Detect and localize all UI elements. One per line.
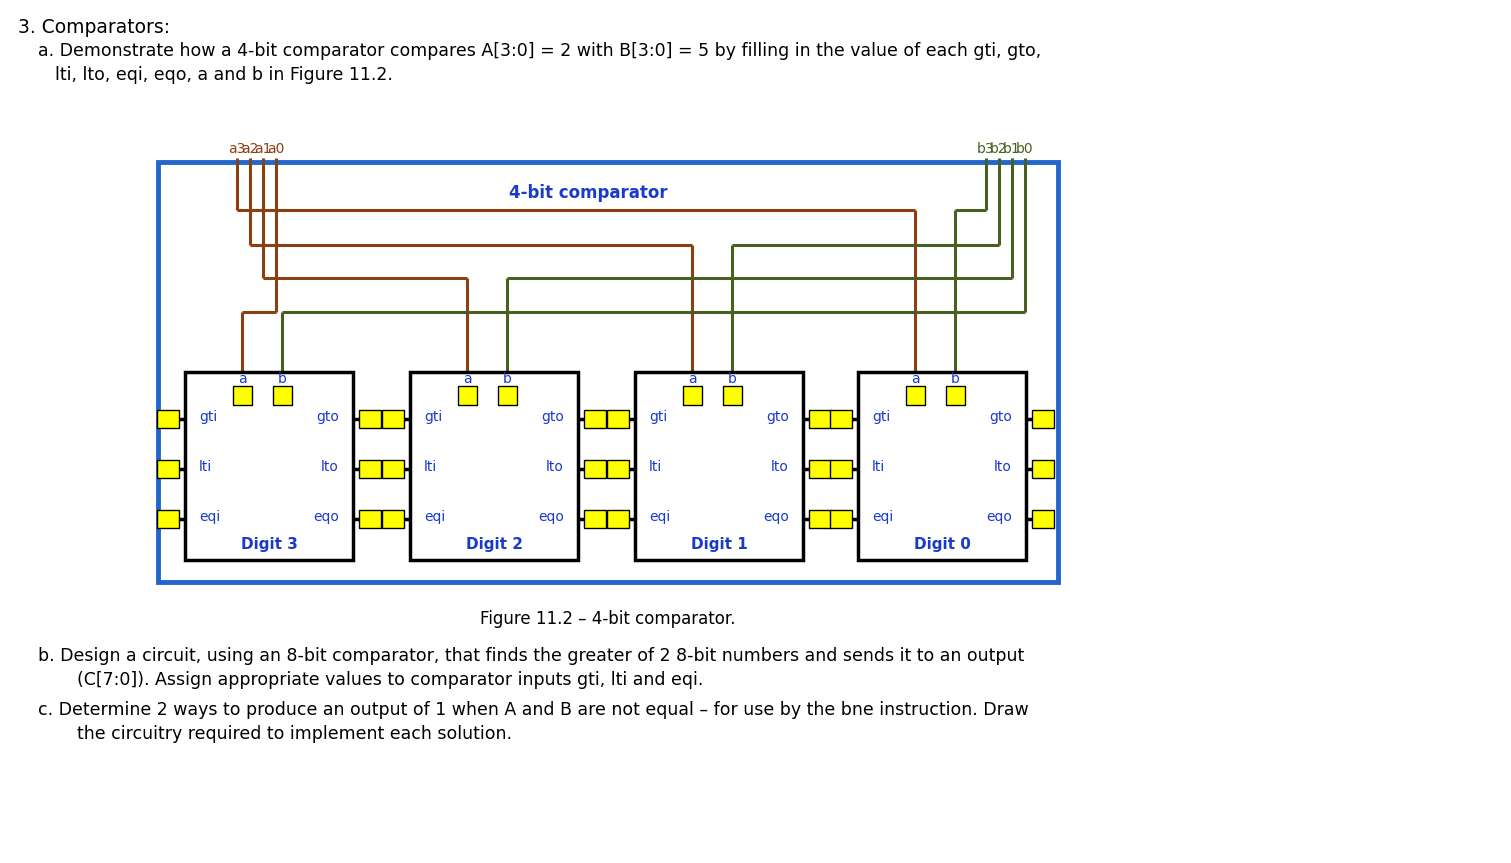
Text: a0: a0 [267,142,284,156]
Text: a2: a2 [242,142,258,156]
Text: b: b [278,372,287,386]
Bar [360,410,381,428]
Bar [157,510,178,528]
Text: Digit 1: Digit 1 [691,537,748,551]
Bar [497,386,517,405]
Text: a1: a1 [254,142,272,156]
Bar [360,510,381,528]
Bar [858,372,1026,560]
Bar [409,372,579,560]
Text: c. Determine 2 ways to produce an output of 1 when A and B are not equal – for u: c. Determine 2 ways to produce an output… [38,701,1029,719]
Bar [830,410,852,428]
Text: lti, lto, eqi, eqo, a and b in Figure 11.2.: lti, lto, eqi, eqo, a and b in Figure 11… [54,66,393,84]
Text: a. Demonstrate how a 4-bit comparator compares A[3:0] = 2 with B[3:0] = 5 by fil: a. Demonstrate how a 4-bit comparator co… [38,42,1041,60]
Bar [635,372,802,560]
Bar [382,510,403,528]
Text: a: a [462,372,471,386]
Text: Figure 11.2 – 4-bit comparator.: Figure 11.2 – 4-bit comparator. [480,610,736,628]
Text: a: a [237,372,246,386]
Bar [808,460,831,478]
Bar [157,410,178,428]
Text: a: a [911,372,919,386]
Text: gto: gto [316,410,338,424]
Bar [382,410,403,428]
Bar [830,460,852,478]
Text: (C[7:0]). Assign appropriate values to comparator inputs gti, lti and eqi.: (C[7:0]). Assign appropriate values to c… [54,671,704,689]
Text: b: b [503,372,511,386]
Text: b0: b0 [1017,142,1034,156]
Text: gti: gti [425,410,443,424]
Text: b2: b2 [990,142,1008,156]
Text: b3: b3 [978,142,994,156]
Bar [159,162,1058,582]
Bar [722,386,742,405]
Bar [607,510,629,528]
Text: 3. Comparators:: 3. Comparators: [18,18,171,37]
Text: gto: gto [766,410,789,424]
Text: lti: lti [872,460,885,474]
Text: lto: lto [545,460,564,474]
Bar [808,510,831,528]
Bar [1032,460,1055,478]
Bar [184,372,354,560]
Text: 4-bit comparator: 4-bit comparator [509,184,668,202]
Text: gti: gti [872,410,890,424]
Text: Digit 3: Digit 3 [240,537,298,551]
Text: eqo: eqo [987,510,1012,524]
Text: eqo: eqo [538,510,564,524]
Text: lto: lto [771,460,789,474]
Text: lto: lto [994,460,1012,474]
Bar [607,410,629,428]
Text: eqi: eqi [872,510,893,524]
Text: eqo: eqo [763,510,789,524]
Bar [272,386,292,405]
Text: lti: lti [425,460,437,474]
Text: b. Design a circuit, using an 8-bit comparator, that finds the greater of 2 8-bi: b. Design a circuit, using an 8-bit comp… [38,647,1024,665]
Bar [360,460,381,478]
Bar [583,510,606,528]
Text: lto: lto [322,460,338,474]
Text: b: b [728,372,736,386]
Text: lti: lti [650,460,662,474]
Text: gti: gti [650,410,668,424]
Text: Digit 2: Digit 2 [465,537,523,551]
Bar [458,386,476,405]
Bar [583,460,606,478]
Bar [808,410,831,428]
Bar [607,460,629,478]
Bar [1032,410,1055,428]
Text: eqi: eqi [199,510,221,524]
Bar [382,460,403,478]
Text: gto: gto [990,410,1012,424]
Bar [946,386,964,405]
Bar [830,510,852,528]
Bar [1032,510,1055,528]
Bar [233,386,251,405]
Text: eqi: eqi [650,510,671,524]
Text: gti: gti [199,410,218,424]
Text: eqi: eqi [425,510,446,524]
Bar [905,386,925,405]
Text: Digit 0: Digit 0 [914,537,970,551]
Bar [683,386,701,405]
Text: the circuitry required to implement each solution.: the circuitry required to implement each… [54,725,512,743]
Text: b1: b1 [1003,142,1021,156]
Text: eqo: eqo [313,510,338,524]
Bar [157,460,178,478]
Text: a: a [688,372,697,386]
Bar [583,410,606,428]
Text: b: b [950,372,959,386]
Text: lti: lti [199,460,212,474]
Text: a3: a3 [228,142,246,156]
Text: gto: gto [541,410,564,424]
